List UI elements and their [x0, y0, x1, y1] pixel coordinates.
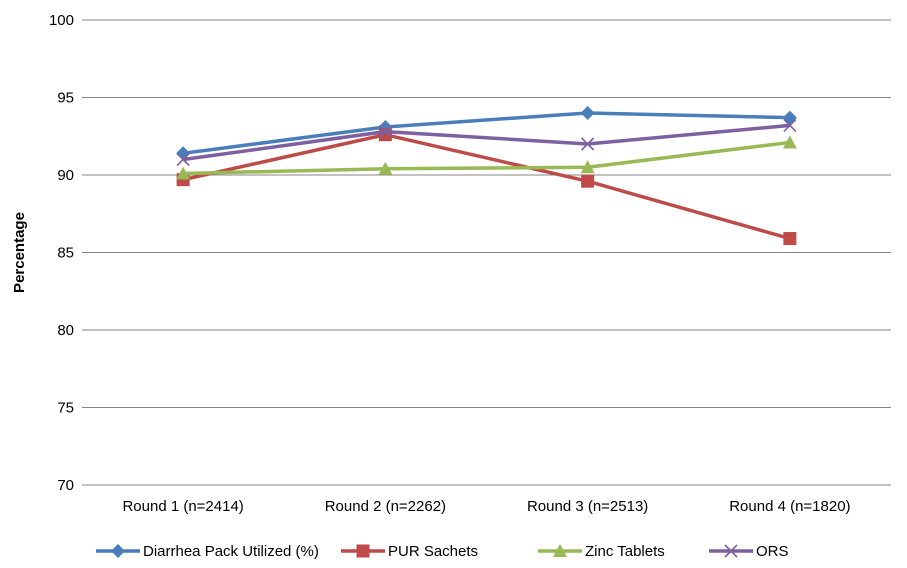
legend-label: PUR Sachets — [388, 543, 478, 560]
legend-item: Diarrhea Pack Utilized (%) — [96, 543, 319, 560]
legend-label: Diarrhea Pack Utilized (%) — [143, 543, 319, 560]
legend-marker — [111, 544, 125, 558]
series-line — [182, 111, 790, 156]
legend-marker — [356, 544, 370, 558]
series — [176, 118, 797, 167]
data-point — [580, 160, 595, 174]
x-tick-label: Round 2 (n=2262) — [325, 498, 446, 515]
y-axis-title: Percentage — [11, 212, 28, 293]
legend-item: Zinc Tablets — [538, 543, 665, 560]
y-tick-label: 80 — [57, 322, 74, 339]
y-tick-label: 85 — [57, 245, 74, 262]
data-point — [581, 174, 595, 188]
y-tick-labels: 70 75 80 85 90 95 100 — [49, 12, 74, 494]
gridlines — [82, 19, 891, 408]
series — [176, 128, 797, 246]
legend-item: ORS — [709, 543, 789, 560]
y-tick-label: 95 — [57, 90, 74, 107]
series-line — [182, 132, 791, 241]
data-point — [580, 106, 595, 120]
legend-marker — [724, 544, 738, 558]
data-point — [378, 125, 392, 139]
series-group — [176, 106, 797, 246]
data-point — [176, 166, 191, 180]
data-point — [782, 135, 797, 149]
y-tick-label: 90 — [57, 167, 74, 184]
series-line — [182, 123, 791, 162]
series-line — [183, 140, 791, 176]
legend: Diarrhea Pack Utilized (%) PUR Sachets Zin… — [96, 543, 789, 560]
x-tick-label: Round 4 (n=1820) — [729, 498, 850, 515]
data-point — [176, 152, 190, 167]
x-tick-label: Round 1 (n=2414) — [122, 498, 243, 515]
data-point — [581, 137, 595, 151]
x-tick-labels: Round 1 (n=2414) Round 2 (n=2262) Round 3 … — [122, 498, 850, 515]
series — [176, 135, 797, 180]
x-tick-label: Round 3 (n=2513) — [527, 498, 648, 515]
data-point — [783, 232, 797, 246]
legend-item: PUR Sachets — [341, 543, 478, 560]
legend-label: Zinc Tablets — [585, 543, 665, 560]
y-tick-label: 100 — [49, 12, 74, 29]
legend-label: ORS — [756, 543, 789, 560]
y-tick-label: 75 — [57, 400, 74, 417]
y-tick-label: 70 — [57, 477, 74, 494]
legend-marker — [553, 544, 567, 557]
data-point — [782, 110, 797, 125]
data-point — [783, 118, 797, 132]
data-point — [378, 161, 393, 175]
